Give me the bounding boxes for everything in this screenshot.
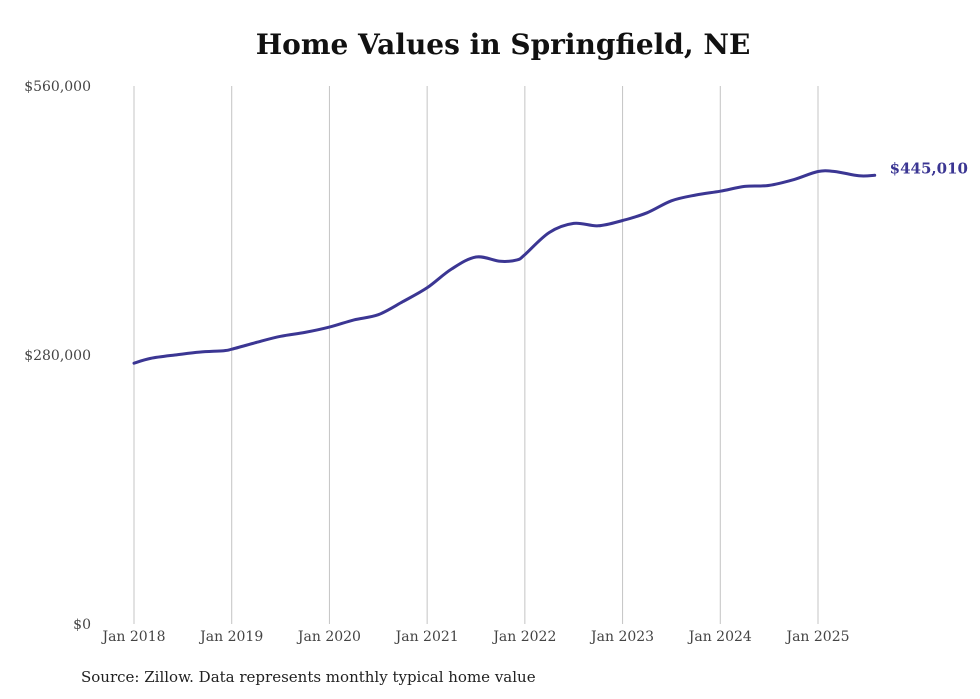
data-point: [255, 341, 258, 344]
x-tick-label: Jan 2025: [784, 629, 849, 645]
x-tick-label: Jan 2020: [296, 629, 361, 645]
source-note: Source: Zillow. Data represents monthly …: [81, 668, 536, 686]
data-point: [133, 362, 136, 365]
data-point: [597, 224, 600, 227]
x-tick-label: Jan 2018: [100, 629, 165, 645]
data-point: [694, 194, 697, 197]
data-point: [304, 331, 307, 334]
data-point: [499, 260, 502, 263]
gridlines: [133, 86, 819, 624]
data-point: [719, 190, 722, 193]
data-point: [548, 231, 551, 234]
end-value-label: $445,010: [890, 159, 968, 177]
data-point: [817, 170, 820, 173]
x-tick-label: Jan 2021: [394, 629, 459, 645]
data-point: [352, 318, 355, 321]
data-point: [328, 326, 331, 329]
data-point: [450, 268, 453, 271]
data-point: [621, 219, 624, 222]
x-tick-label: Jan 2023: [589, 629, 654, 645]
x-tick-label: Jan 2022: [491, 629, 556, 645]
data-point: [174, 354, 177, 357]
y-tick-label: $560,000: [24, 79, 91, 95]
data-point: [833, 170, 836, 173]
data-point: [426, 286, 429, 289]
x-tick-label: Jan 2024: [687, 629, 752, 645]
y-axis: $0 $280,000 $560,000: [24, 79, 91, 633]
series-group: [132, 169, 877, 365]
data-points: [133, 170, 877, 365]
data-point: [279, 335, 282, 338]
data-point: [516, 258, 519, 261]
data-point: [222, 349, 225, 352]
data-point: [230, 348, 233, 351]
data-point: [523, 253, 526, 256]
annotations: $445,010: [890, 159, 968, 177]
data-point: [149, 357, 152, 360]
data-point: [377, 313, 380, 316]
data-point: [198, 351, 201, 354]
data-point: [873, 174, 876, 177]
series-line: [132, 169, 877, 365]
y-tick-label: $0: [73, 617, 91, 633]
data-point: [572, 222, 575, 225]
data-point: [858, 174, 861, 177]
data-point: [792, 178, 795, 181]
data-point: [743, 185, 746, 188]
chart-title: Home Values in Springfield, NE: [255, 28, 751, 61]
data-point: [670, 199, 673, 202]
x-tick-label: Jan 2019: [198, 629, 263, 645]
x-axis: Jan 2018 Jan 2019 Jan 2020 Jan 2021 Jan 2022…: [100, 629, 849, 645]
data-point: [646, 211, 649, 214]
data-point: [401, 300, 404, 303]
y-tick-label: $280,000: [24, 348, 91, 364]
data-point: [768, 184, 771, 187]
data-point: [475, 256, 478, 259]
